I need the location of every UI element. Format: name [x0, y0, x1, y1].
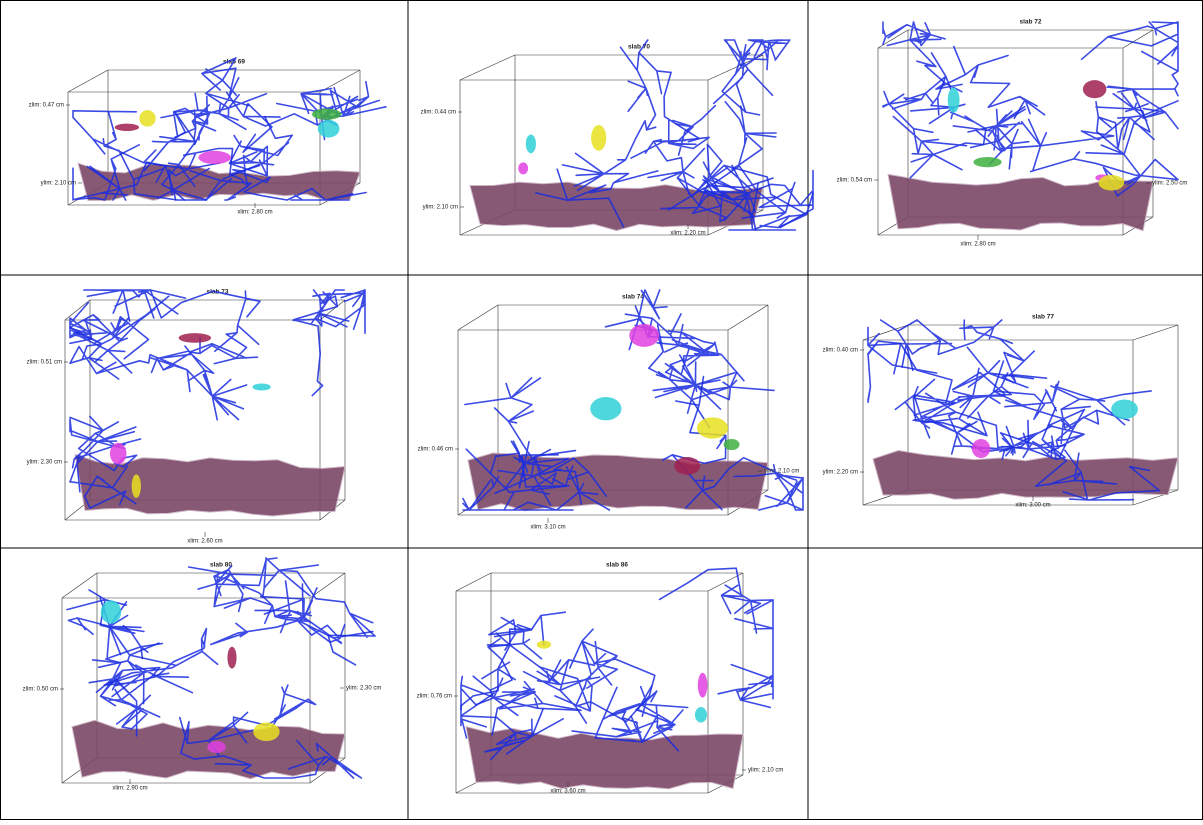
panel-title: slab 77 — [1032, 314, 1054, 321]
panel: slab 86 zlim: 0.76 cm ylim: 2.10 cm xlim: 3… — [417, 562, 784, 795]
ylim-label: ylim: 2.50 cm — [1152, 181, 1187, 187]
ylim-label: ylim: 2.30 cm — [27, 460, 62, 466]
vessel-tree — [714, 40, 790, 115]
panel-title: slab 72 — [1019, 19, 1041, 26]
panel: slab 74 zlim: 0.46 cm ylim: 2.10 cm xlim: 3… — [418, 290, 803, 531]
box-edge — [65, 300, 90, 320]
cluster — [695, 707, 707, 723]
xlim-label: xlim: 2.80 cm — [237, 210, 272, 216]
box-edge — [68, 70, 108, 92]
zlim-label: zlim: 0.46 cm — [418, 447, 453, 453]
vessel-tree — [868, 320, 1047, 402]
ylim-label: ylim: 2.10 cm — [764, 469, 799, 475]
cluster — [973, 157, 1001, 167]
panel-title: slab 70 — [628, 44, 650, 51]
vessel-tree — [70, 327, 247, 419]
vessel-tree — [660, 568, 774, 707]
zlim-label: zlim: 0.44 cm — [421, 110, 456, 116]
zlim-label: zlim: 0.54 cm — [837, 178, 872, 184]
panel: slab 72 zlim: 0.54 cm ylim: 2.50 cm xlim: 2… — [837, 19, 1188, 248]
xlim-label: xlim: 3.10 cm — [530, 525, 565, 531]
cluster — [518, 162, 528, 174]
cluster — [318, 120, 340, 138]
xlim-label: xlim: 3.60 cm — [550, 789, 585, 795]
ylim-label: ylim: 2.30 cm — [346, 686, 381, 692]
cluster — [110, 443, 127, 465]
cluster — [591, 125, 606, 151]
cluster — [698, 673, 708, 698]
cluster — [198, 151, 231, 164]
xlim-label: xlim: 3.00 cm — [1015, 503, 1050, 509]
zlim-label: zlim: 0.50 cm — [23, 687, 58, 693]
cluster — [724, 439, 740, 450]
ylim-label: ylim: 2.20 cm — [823, 470, 858, 476]
cluster — [972, 439, 990, 458]
vessel-tree — [1082, 22, 1178, 129]
ylim-label: ylim: 2.10 cm — [748, 768, 783, 774]
cluster — [1099, 175, 1125, 191]
vessel-tree — [606, 290, 744, 381]
zlim-label: zlim: 0.40 cm — [823, 348, 858, 354]
cluster — [1111, 399, 1138, 419]
box-edge — [62, 573, 97, 598]
cluster — [139, 110, 155, 126]
panel: slab 77 zlim: 0.40 cm ylim: 2.20 cm xlim: 3… — [823, 314, 1178, 509]
cluster — [1083, 80, 1107, 98]
box-edge — [458, 305, 498, 330]
cluster — [115, 124, 139, 131]
cluster — [132, 474, 141, 498]
cluster — [697, 417, 728, 438]
xlim-label: xlim: 2.80 cm — [960, 242, 995, 248]
panel: slab 70 zlim: 0.44 cm ylim: 2.10 cm xlim: 2… — [421, 40, 813, 237]
panel-title: slab 86 — [606, 562, 628, 569]
vessel-tree — [189, 558, 375, 665]
cluster — [253, 383, 271, 390]
cluster — [948, 88, 960, 113]
xlim-label: xlim: 2.20 cm — [670, 231, 705, 237]
zlim-label: zlim: 0.47 cm — [29, 103, 64, 109]
box-edge — [1133, 325, 1178, 340]
zlim-label: zlim: 0.76 cm — [417, 694, 452, 700]
cluster — [207, 741, 226, 753]
cluster — [227, 647, 236, 669]
ylim-label: ylim: 2.10 cm — [41, 181, 76, 187]
cluster — [537, 641, 551, 649]
box-edge — [456, 573, 491, 591]
cluster — [179, 333, 212, 343]
tissue-slab — [468, 453, 768, 511]
cluster — [674, 457, 700, 475]
panel-title: slab 74 — [622, 294, 644, 301]
figure: slab 69zlim: 0.47 cmylim: 2.10 cmxlim: 2… — [0, 0, 1203, 820]
cluster — [590, 397, 621, 420]
cluster — [526, 135, 536, 154]
box-edge — [310, 573, 345, 598]
box-edge — [728, 305, 768, 330]
cluster — [253, 722, 279, 741]
xlim-label: xlim: 2.90 cm — [112, 786, 147, 792]
ylim-label: ylim: 2.10 cm — [423, 205, 458, 211]
zlim-label: zlim: 0.51 cm — [27, 360, 62, 366]
xlim-label: xlim: 2.60 cm — [187, 539, 222, 545]
cluster — [629, 324, 659, 347]
cluster — [101, 600, 121, 623]
vessel-tree — [293, 290, 365, 396]
vessel-tree — [69, 598, 218, 704]
vessel-tree — [161, 58, 266, 144]
cluster — [312, 109, 341, 120]
box-edge — [460, 55, 515, 80]
